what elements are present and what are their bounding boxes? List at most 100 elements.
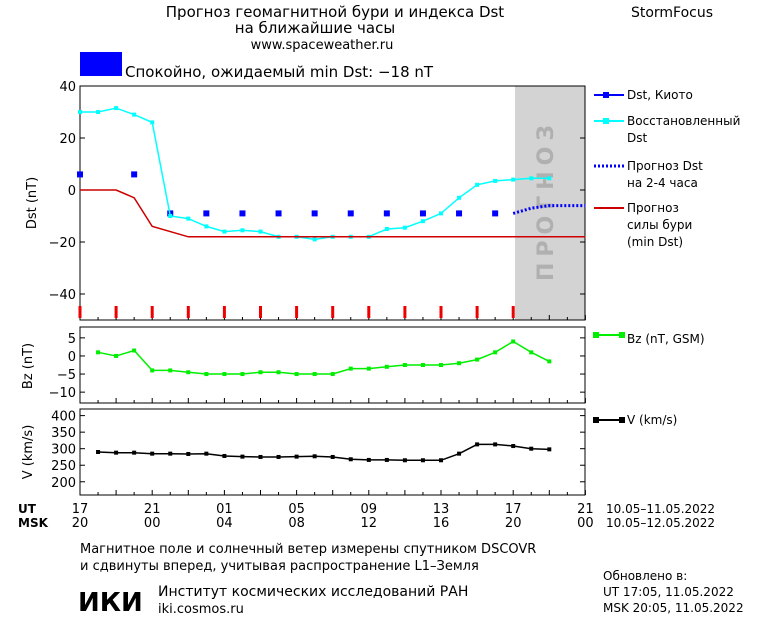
msk-tick-label: 00 xyxy=(577,516,594,531)
data-point xyxy=(258,229,263,234)
dst-panel-frame xyxy=(79,85,586,321)
data-point xyxy=(366,366,371,371)
data-point xyxy=(456,210,463,217)
series-line xyxy=(80,107,550,241)
data-point xyxy=(294,372,299,377)
ut-tick-label: 13 xyxy=(433,502,450,517)
data-point xyxy=(96,450,101,454)
data-point xyxy=(547,447,552,452)
y-tick-label: 300 xyxy=(51,443,76,458)
data-point xyxy=(347,210,354,217)
data-point xyxy=(402,458,407,463)
ut-date-range: 10.05–11.05.2022 xyxy=(606,502,715,516)
data-point xyxy=(258,370,263,375)
data-point xyxy=(402,225,407,230)
data-point xyxy=(420,458,425,463)
data-point xyxy=(96,110,101,114)
msk-date-range: 10.05–12.05.2022 xyxy=(606,516,715,530)
data-point xyxy=(186,451,191,456)
msk-tick-label: 08 xyxy=(288,516,305,531)
msk-tick-label: 12 xyxy=(361,516,378,531)
data-point xyxy=(330,454,335,459)
status-text: Спокойно, ожидаемый min Dst: −18 nT xyxy=(125,63,434,81)
data-point xyxy=(420,363,425,367)
data-point xyxy=(312,372,317,377)
v-panel-frame xyxy=(79,408,586,496)
data-point xyxy=(402,363,407,367)
data-point xyxy=(493,178,498,183)
iki-logo: ИКИ xyxy=(78,588,143,618)
data-point xyxy=(222,372,227,377)
data-point xyxy=(186,216,191,221)
data-point xyxy=(529,350,534,355)
y-tick-label: 40 xyxy=(59,80,76,95)
legend-storm-1: Прогноз xyxy=(627,201,679,215)
legend-bz: Bz (nT, GSM) xyxy=(627,332,705,346)
title-line-2: на ближайшие часы xyxy=(235,19,395,37)
data-point xyxy=(511,444,516,449)
data-point xyxy=(240,228,245,233)
data-point xyxy=(276,370,281,375)
msk-tick-label: 20 xyxy=(72,516,89,531)
msk-tick-label: 04 xyxy=(216,516,233,531)
status-color-box xyxy=(80,52,122,76)
data-point xyxy=(492,210,499,217)
ut-tick-label: 09 xyxy=(361,502,378,517)
data-point xyxy=(96,350,101,355)
data-point xyxy=(78,110,82,114)
data-point xyxy=(204,451,209,456)
brand-name: StormFocus xyxy=(631,5,713,21)
data-point xyxy=(439,458,443,463)
updated-label: Обновлено в: xyxy=(603,569,687,583)
y-tick-label: 350 xyxy=(51,426,76,441)
data-point xyxy=(547,176,552,181)
updated-ut: UT 17:05, 11.05.2022 xyxy=(603,585,734,599)
data-point xyxy=(311,210,318,217)
ut-tick-label: 21 xyxy=(144,502,161,517)
data-point xyxy=(114,450,119,455)
data-point xyxy=(275,210,282,217)
data-point xyxy=(312,454,317,459)
data-point xyxy=(239,210,246,217)
institute-site: iki.cosmos.ru xyxy=(158,602,244,617)
series-line xyxy=(512,204,586,215)
data-point xyxy=(383,210,390,217)
data-point xyxy=(240,372,245,377)
data-point xyxy=(547,359,552,364)
data-point xyxy=(457,361,462,366)
data-point xyxy=(294,454,299,459)
data-point xyxy=(203,210,210,217)
data-point xyxy=(493,350,498,355)
data-point xyxy=(529,176,534,181)
data-point xyxy=(204,372,209,377)
data-point xyxy=(475,442,480,447)
data-point xyxy=(439,211,443,216)
ut-tick-label: 21 xyxy=(577,502,594,517)
data-point xyxy=(240,454,245,459)
y-tick-label: 0 xyxy=(68,350,76,365)
data-point xyxy=(168,214,173,218)
data-point xyxy=(475,182,480,187)
data-point xyxy=(419,210,426,217)
data-point xyxy=(131,171,138,178)
data-point xyxy=(384,364,389,369)
y-tick-label: 250 xyxy=(51,459,76,474)
institute-name: Институт космических исследований РАН xyxy=(158,584,468,600)
data-point xyxy=(366,457,371,462)
data-point xyxy=(348,366,353,371)
data-point xyxy=(132,348,137,353)
y-tick-label: 0 xyxy=(68,184,76,199)
data-point xyxy=(204,224,209,229)
data-point xyxy=(420,219,425,224)
data-point xyxy=(511,177,516,182)
data-point xyxy=(186,370,191,375)
data-point xyxy=(348,457,353,462)
data-point xyxy=(330,372,335,377)
site-url: www.spaceweather.ru xyxy=(251,38,394,53)
legend-restored-1: Восстановленный xyxy=(627,114,740,128)
ut-tick-label: 05 xyxy=(288,502,305,517)
legend-v: V (km/s) xyxy=(627,413,677,427)
legend-forecast-2: на 2-4 часа xyxy=(627,176,698,190)
data-point xyxy=(529,446,534,451)
msk-label: MSK xyxy=(18,516,49,530)
